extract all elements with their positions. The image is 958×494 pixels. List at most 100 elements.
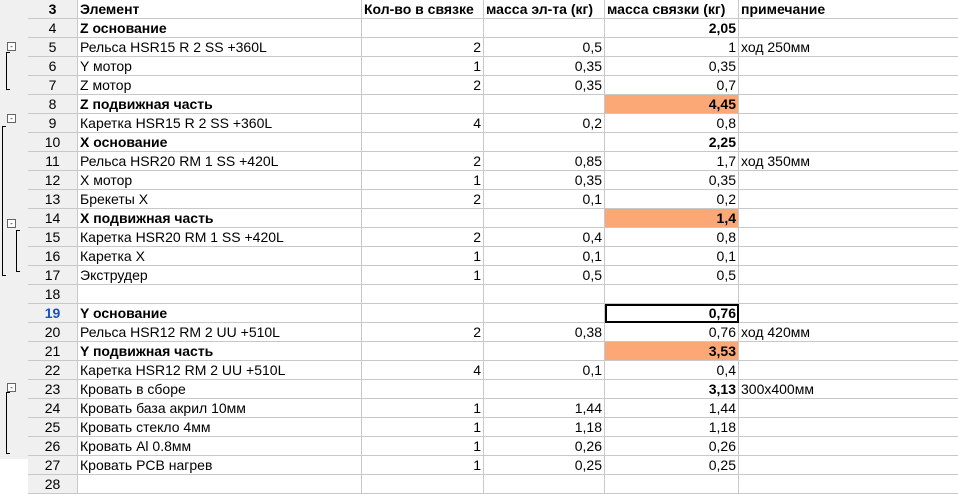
cell-bundle-mass[interactable]: 0,35 bbox=[605, 171, 739, 190]
cell-element[interactable]: X подвижная часть bbox=[78, 209, 362, 228]
cell-element[interactable]: Кровать стекло 4мм bbox=[78, 418, 362, 437]
cell-note[interactable]: 300x400мм bbox=[739, 380, 958, 399]
cell-unit-mass[interactable]: 0,1 bbox=[484, 361, 605, 380]
cell-note[interactable]: ход 250мм bbox=[739, 38, 958, 57]
cell-bundle-mass[interactable]: 1,44 bbox=[605, 399, 739, 418]
cell-unit-mass[interactable]: 0,1 bbox=[484, 247, 605, 266]
row-header[interactable]: 22 bbox=[28, 361, 78, 380]
cell-element[interactable]: Кровать Al 0.8мм bbox=[78, 437, 362, 456]
cell-element[interactable] bbox=[78, 285, 362, 304]
cell-bundle-mass[interactable]: 0,5 bbox=[605, 266, 739, 285]
cell-element[interactable]: X мотор bbox=[78, 171, 362, 190]
cell-count[interactable]: 2 bbox=[362, 76, 484, 95]
row-header[interactable]: 5 bbox=[28, 38, 78, 57]
cell-unit-mass[interactable] bbox=[484, 304, 605, 323]
cell-count[interactable]: 2 bbox=[362, 190, 484, 209]
cell-note[interactable] bbox=[739, 95, 958, 114]
row-header[interactable]: 3 bbox=[28, 0, 78, 19]
cell-unit-mass[interactable] bbox=[484, 380, 605, 399]
cell-element[interactable]: Кровать база акрил 10мм bbox=[78, 399, 362, 418]
column-title-note[interactable]: примечание bbox=[739, 0, 958, 19]
column-title-element[interactable]: Элемент bbox=[78, 0, 362, 19]
cell-bundle-mass[interactable]: 1,7 bbox=[605, 152, 739, 171]
outline-collapse-button[interactable]: - bbox=[7, 383, 16, 392]
cell-note[interactable] bbox=[739, 114, 958, 133]
cell-bundle-mass[interactable]: 0,4 bbox=[605, 361, 739, 380]
cell-note[interactable] bbox=[739, 437, 958, 456]
row-header[interactable]: 15 bbox=[28, 228, 78, 247]
cell-bundle-mass[interactable]: 1 bbox=[605, 38, 739, 57]
cell-element[interactable] bbox=[78, 475, 362, 494]
cell-unit-mass[interactable]: 0,4 bbox=[484, 228, 605, 247]
cell-count[interactable]: 2 bbox=[362, 38, 484, 57]
cell-note[interactable] bbox=[739, 266, 958, 285]
row-header[interactable]: 16 bbox=[28, 247, 78, 266]
row-header[interactable]: 11 bbox=[28, 152, 78, 171]
cell-bundle-mass[interactable]: 0,76 bbox=[605, 323, 739, 342]
cell-element[interactable]: X основание bbox=[78, 133, 362, 152]
row-header[interactable]: 19 bbox=[28, 304, 78, 323]
row-header[interactable]: 14 bbox=[28, 209, 78, 228]
cell-element[interactable]: Брекеты X bbox=[78, 190, 362, 209]
cell-count[interactable]: 1 bbox=[362, 247, 484, 266]
cell-unit-mass[interactable]: 0,38 bbox=[484, 323, 605, 342]
cell-note[interactable] bbox=[739, 133, 958, 152]
cell-bundle-mass[interactable]: 1,18 bbox=[605, 418, 739, 437]
cell-element[interactable]: Y подвижная часть bbox=[78, 342, 362, 361]
cell-unit-mass[interactable] bbox=[484, 95, 605, 114]
cell-bundle-mass[interactable]: 0,1 bbox=[605, 247, 739, 266]
cell-count[interactable]: 2 bbox=[362, 152, 484, 171]
cell-bundle-mass[interactable]: 0,76 bbox=[605, 304, 739, 323]
cell-count[interactable] bbox=[362, 133, 484, 152]
row-header[interactable]: 18 bbox=[28, 285, 78, 304]
cell-element[interactable]: Кровать в сборе bbox=[78, 380, 362, 399]
cell-note[interactable] bbox=[739, 361, 958, 380]
cell-unit-mass[interactable]: 0,35 bbox=[484, 57, 605, 76]
cell-count[interactable]: 1 bbox=[362, 399, 484, 418]
cell-element[interactable]: Z мотор bbox=[78, 76, 362, 95]
cell-element[interactable]: Каретка HSR12 RM 2 UU +510L bbox=[78, 361, 362, 380]
cell-unit-mass[interactable]: 0,35 bbox=[484, 76, 605, 95]
cell-unit-mass[interactable]: 0,5 bbox=[484, 266, 605, 285]
row-header[interactable]: 6 bbox=[28, 57, 78, 76]
cell-note[interactable]: ход 420мм bbox=[739, 323, 958, 342]
cell-element[interactable]: Экструдер bbox=[78, 266, 362, 285]
cell-element[interactable]: Рельса HSR20 RM 1 SS +420L bbox=[78, 152, 362, 171]
cell-bundle-mass[interactable]: 4,45 bbox=[605, 95, 739, 114]
cell-bundle-mass[interactable]: 2,05 bbox=[605, 19, 739, 38]
cell-unit-mass[interactable] bbox=[484, 133, 605, 152]
cell-count[interactable] bbox=[362, 209, 484, 228]
cell-bundle-mass[interactable]: 3,13 bbox=[605, 380, 739, 399]
cell-note[interactable] bbox=[739, 171, 958, 190]
cell-unit-mass[interactable]: 0,26 bbox=[484, 437, 605, 456]
cell-element[interactable]: Рельса HSR12 RM 2 UU +510L bbox=[78, 323, 362, 342]
cell-bundle-mass[interactable] bbox=[605, 475, 739, 494]
cell-element[interactable]: Каретка HSR20 RM 1 SS +420L bbox=[78, 228, 362, 247]
cell-bundle-mass[interactable]: 0,2 bbox=[605, 190, 739, 209]
cell-unit-mass[interactable] bbox=[484, 342, 605, 361]
cell-count[interactable]: 1 bbox=[362, 57, 484, 76]
cell-note[interactable] bbox=[739, 57, 958, 76]
cell-bundle-mass[interactable]: 0,26 bbox=[605, 437, 739, 456]
cell-bundle-mass[interactable]: 0,8 bbox=[605, 114, 739, 133]
cell-element[interactable]: Z подвижная часть bbox=[78, 95, 362, 114]
cell-count[interactable] bbox=[362, 380, 484, 399]
cell-note[interactable] bbox=[739, 247, 958, 266]
row-header[interactable]: 10 bbox=[28, 133, 78, 152]
cell-note[interactable] bbox=[739, 399, 958, 418]
row-header[interactable]: 26 bbox=[28, 437, 78, 456]
row-header[interactable]: 17 bbox=[28, 266, 78, 285]
cell-note[interactable] bbox=[739, 19, 958, 38]
cell-unit-mass[interactable]: 0,1 bbox=[484, 190, 605, 209]
cell-count[interactable]: 1 bbox=[362, 418, 484, 437]
cell-count[interactable] bbox=[362, 342, 484, 361]
cell-count[interactable]: 4 bbox=[362, 361, 484, 380]
cell-element[interactable]: Y основание bbox=[78, 304, 362, 323]
cell-note[interactable] bbox=[739, 228, 958, 247]
cell-unit-mass[interactable] bbox=[484, 475, 605, 494]
row-header[interactable]: 23 bbox=[28, 380, 78, 399]
cell-unit-mass[interactable] bbox=[484, 285, 605, 304]
cell-unit-mass[interactable]: 0,35 bbox=[484, 171, 605, 190]
outline-collapse-button[interactable]: - bbox=[7, 114, 16, 123]
cell-count[interactable] bbox=[362, 475, 484, 494]
